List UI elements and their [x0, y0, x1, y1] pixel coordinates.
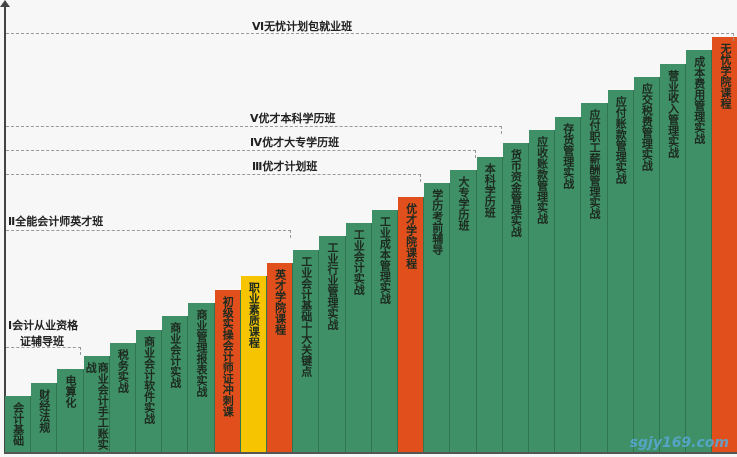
course-bar-label: 优才学院课程 [404, 202, 418, 269]
course-bar: 初级实操会计师证冲刺课 [214, 289, 241, 453]
course-bar: 商业管理报表实战 [188, 302, 215, 453]
course-bar-label: 会计基础 [11, 402, 25, 446]
course-bar: 职业素质课程 [240, 276, 267, 453]
tier-5-bracket [6, 126, 502, 134]
tier-1-label: Ⅰ会计从业资格 证辅导班 [8, 319, 79, 348]
course-bar-label: 财经法规 [37, 388, 51, 433]
course-bar-label: 初级实操会计师证冲刺课 [221, 295, 235, 417]
course-bar: 应收账款管理实战 [529, 130, 556, 453]
course-bar-label: 成本费用管理实战 [692, 56, 706, 145]
tier-4-label: Ⅳ优才大专学历班 [250, 136, 340, 149]
course-bar-label: 商业会计手工账实战 [84, 362, 110, 451]
course-bar-label: 工业会计实战 [352, 229, 366, 296]
course-bar: 工业会计基础十大关键点 [293, 249, 320, 453]
tier-4-bracket [6, 150, 476, 158]
course-bar-label: 工业成本管理实战 [378, 215, 392, 304]
course-bar-label: 税务实战 [116, 348, 130, 393]
course-bar-label: 本科学历班 [483, 162, 497, 218]
course-bar: 学历考前辅导 [424, 183, 451, 453]
course-bar-label: 职业素质课程 [247, 282, 261, 349]
course-bar: 商业会计软件实战 [136, 329, 163, 453]
course-bar: 工业行业管理实战 [319, 236, 346, 453]
tier-3-label: Ⅲ优才计划班 [252, 160, 318, 173]
course-bar-label: 学历考前辅导 [430, 189, 444, 256]
course-bar-label: 应交税费管理实战 [640, 82, 654, 171]
course-bar: 工业成本管理实战 [371, 209, 398, 453]
course-bar: 货币资金管理实战 [502, 143, 529, 453]
course-bar: 大专学历班 [450, 169, 477, 453]
course-bar: 营业收入管理实战 [660, 63, 687, 453]
watermark-logo: sgjy169.com [629, 435, 729, 451]
course-bar: 本科学历班 [476, 156, 503, 453]
course-bar: 电算化 [57, 369, 84, 453]
tier-5-label: Ⅴ优才本科学历班 [250, 112, 336, 125]
course-bar-label: 工业会计基础十大关键点 [299, 255, 313, 377]
course-bar-label: 电算化 [63, 375, 77, 409]
tier-2-label: Ⅱ全能会计师英才班 [8, 215, 104, 228]
course-bar-label: 应收账款管理实战 [535, 136, 549, 224]
course-bar: 成本费用管理实战 [686, 50, 713, 453]
course-bar-label: 存货管理实战 [561, 122, 575, 189]
course-bar: 商业会计实战 [162, 316, 189, 453]
course-bar: 应付账款管理实战 [607, 90, 634, 453]
course-bar-label: 工业行业管理实战 [325, 242, 339, 331]
course-bar-label: 大专学历班 [456, 175, 470, 231]
course-bar: 优才学院课程 [398, 196, 425, 453]
tier-6-label: Ⅵ无忧计划包就业班 [252, 20, 353, 33]
course-bar-label: 英才学院课程 [273, 269, 287, 335]
tier-6-bracket [6, 33, 734, 41]
course-bar-label: 商业会计实战 [168, 322, 182, 389]
vertical-axis-arrow [0, 0, 10, 453]
course-bar: 工业会计实战 [345, 223, 372, 453]
course-bar-label: 商业会计软件实战 [142, 335, 156, 424]
course-bar-label: 货币资金管理实战 [509, 149, 523, 238]
course-bar-label: 商业管理报表实战 [194, 308, 208, 397]
course-bar: 会计基础 [5, 396, 32, 453]
course-bar: 财经法规 [31, 382, 58, 453]
tier-1-bracket [6, 347, 81, 355]
course-bar: 存货管理实战 [555, 116, 582, 453]
baseline [4, 452, 737, 454]
course-bar: 应付职工薪酬管理实战 [581, 103, 608, 453]
course-bar-label: 应付职工薪酬管理实战 [587, 109, 601, 220]
tier-3-bracket [6, 174, 421, 182]
course-bar-label: 营业收入管理实战 [666, 69, 680, 158]
course-bar: 税务实战 [109, 342, 136, 453]
course-bar: 商业会计手工账实战 [83, 356, 110, 453]
course-bar-label: 应付账款管理实战 [614, 96, 628, 185]
course-bar-label: 无忧学院课程 [718, 42, 732, 109]
course-bar: 无忧学院课程 [712, 36, 737, 453]
tier-2-bracket [6, 230, 291, 238]
course-bar: 应交税费管理实战 [633, 76, 660, 453]
course-bar: 英才学院课程 [267, 263, 294, 453]
